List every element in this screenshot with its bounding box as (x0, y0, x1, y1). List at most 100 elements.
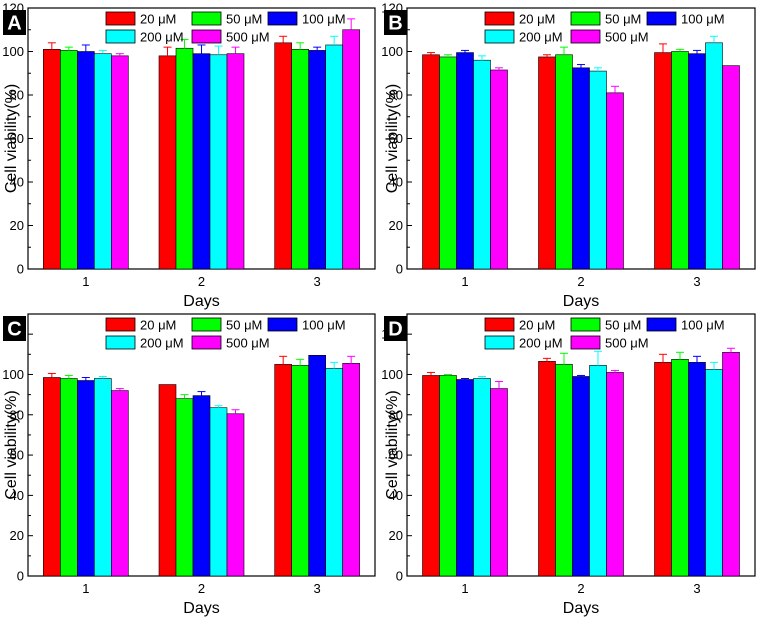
bar (555, 54, 573, 270)
legend-label: 100 μM (302, 12, 346, 27)
x-tick-label: 1 (461, 581, 468, 596)
bar (705, 42, 723, 270)
bar (209, 54, 228, 270)
legend-swatch (646, 11, 677, 26)
panel-label-badge (384, 316, 407, 341)
y-tick-label: 60 (10, 131, 24, 146)
bar (43, 49, 61, 270)
bar (538, 361, 556, 577)
x-tick-label: 1 (82, 581, 89, 596)
bar (439, 56, 457, 270)
legend-swatch (191, 11, 222, 26)
panel-label-badge (384, 10, 407, 35)
legend-swatch (570, 29, 601, 44)
bar (538, 56, 556, 270)
y-tick-label: 60 (10, 448, 24, 463)
bar (654, 52, 672, 270)
bar (705, 369, 723, 577)
panel-label: B (388, 13, 402, 35)
bar (325, 368, 343, 577)
y-tick-label: 60 (389, 448, 403, 463)
bar (111, 55, 129, 270)
bar (606, 92, 624, 270)
legend-swatch (484, 317, 515, 332)
legend-label: 20 μM (519, 12, 555, 27)
legend-swatch (484, 11, 515, 26)
y-tick-label: 0 (396, 262, 403, 277)
x-tick-label: 2 (577, 581, 584, 596)
bar (671, 359, 689, 577)
y-tick-label: 0 (17, 569, 24, 584)
bar (226, 53, 245, 270)
legend-label: 500 μM (226, 30, 270, 45)
bar (473, 59, 491, 270)
bar (308, 355, 326, 577)
legend-label: 500 μM (605, 336, 649, 351)
panel-label: C (7, 319, 21, 341)
legend-swatch (267, 317, 298, 332)
bar (572, 376, 590, 577)
legend: 20 μM 50 μM 100 μM 200 μM 500 μM (484, 317, 725, 351)
panel-label-badge (3, 10, 26, 35)
legend-swatch (646, 317, 677, 332)
y-axis-label: Cell viability(%) (3, 84, 20, 193)
bar (192, 53, 211, 270)
y-tick-label: 40 (10, 175, 24, 190)
x-tick-label: 2 (198, 581, 205, 596)
bar (688, 362, 706, 577)
y-tick-label: 0 (396, 569, 403, 584)
bar (175, 398, 194, 577)
bar (43, 377, 61, 577)
y-tick-label: 20 (10, 218, 24, 233)
legend-label: 50 μM (226, 12, 262, 27)
y-tick-label: 100 (381, 44, 403, 59)
bar (291, 49, 309, 270)
y-tick-label: 80 (10, 88, 24, 103)
legend-swatch (570, 11, 601, 26)
legend-label: 20 μM (519, 318, 555, 333)
x-axis-label: Days (183, 600, 219, 617)
y-tick-label: 40 (389, 488, 403, 503)
y-tick-label: 40 (389, 175, 403, 190)
legend-swatch (267, 11, 298, 26)
y-axis-label: Cell viability(%) (384, 84, 401, 193)
legend-label: 50 μM (605, 318, 641, 333)
bar (226, 413, 245, 577)
y-axis-label: Cell viability(%) (384, 390, 401, 499)
bar (490, 69, 508, 270)
legend-label: 500 μM (605, 30, 649, 45)
bar (572, 67, 590, 270)
x-tick-label: 3 (693, 581, 700, 596)
y-tick-label: 100 (2, 367, 24, 382)
x-tick-label: 1 (82, 274, 89, 289)
bar (94, 378, 112, 577)
y-tick-label: 20 (10, 528, 24, 543)
bar (722, 65, 740, 270)
bar (77, 380, 95, 577)
bar (60, 378, 78, 577)
bar (422, 54, 440, 270)
legend-label: 100 μM (302, 318, 346, 333)
bar (654, 362, 672, 577)
legend-label: 200 μM (140, 30, 184, 45)
bar (274, 364, 292, 577)
y-tick-label: 80 (10, 407, 24, 422)
bar (555, 364, 573, 577)
bar (192, 395, 211, 577)
y-tick-label: 60 (389, 131, 403, 146)
bar (94, 53, 112, 270)
legend-swatch (570, 317, 601, 332)
panel-label-badge (3, 316, 26, 341)
panel-label: D (388, 319, 402, 341)
bar (60, 50, 78, 270)
bar (274, 42, 292, 270)
panel-label: A (7, 13, 21, 35)
legend-label: 200 μM (519, 336, 563, 351)
bar (158, 55, 177, 270)
y-tick-label: 20 (389, 218, 403, 233)
legend-label: 200 μM (519, 30, 563, 45)
bar (456, 379, 474, 577)
